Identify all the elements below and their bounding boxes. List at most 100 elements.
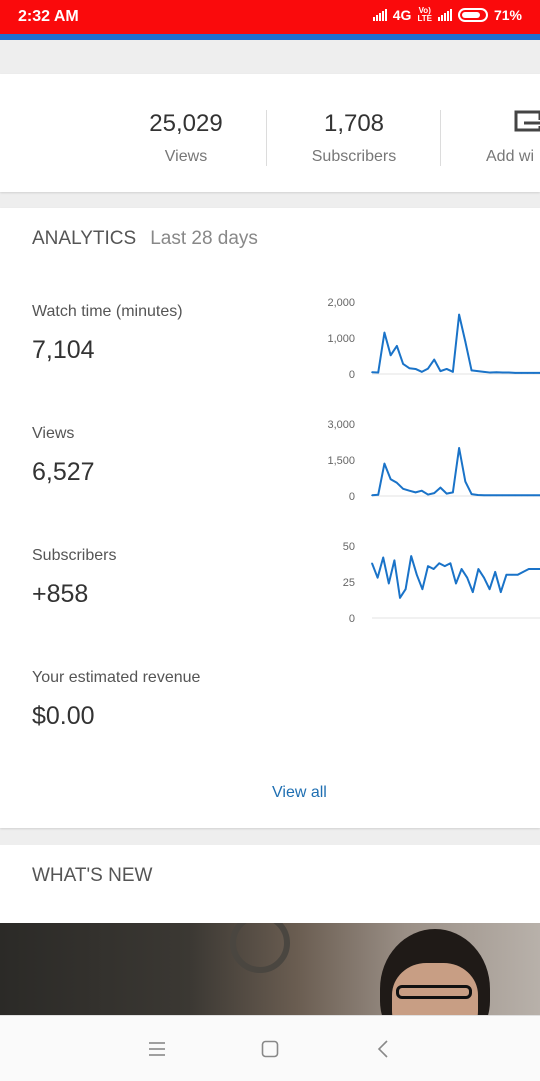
data-point — [460, 568, 463, 570]
watch-time-chart[interactable]: 2,000 1,000 0 — [0, 286, 540, 386]
series-line — [371, 313, 540, 374]
watch-time-label: Watch time (minutes) — [32, 303, 183, 320]
data-point — [464, 480, 467, 483]
data-point — [438, 562, 441, 565]
data-point — [388, 582, 390, 585]
data-point — [444, 565, 446, 567]
data-point — [489, 371, 492, 374]
data-point — [432, 568, 435, 570]
data-point — [396, 345, 398, 347]
views-value: 6,527 — [32, 458, 95, 486]
home-icon — [261, 1040, 279, 1058]
volte-icon: Vo) LTE — [417, 7, 432, 23]
data-point — [458, 447, 460, 449]
data-point — [501, 371, 504, 374]
y-tick-label: 0 — [349, 369, 355, 381]
data-point — [500, 591, 502, 593]
recents-button[interactable] — [142, 1034, 172, 1064]
y-tick-label: 0 — [349, 491, 355, 503]
volte-label: Vo) — [418, 6, 431, 15]
data-point — [520, 494, 523, 497]
y-tick-label: 25 — [343, 577, 355, 589]
data-point — [421, 588, 424, 590]
y-tick-label: 2,000 — [327, 297, 355, 309]
subscribers-chart[interactable]: 50 25 0 — [0, 530, 540, 630]
data-point — [483, 371, 485, 373]
data-point — [433, 358, 436, 361]
back-button[interactable] — [368, 1034, 398, 1064]
data-point — [399, 597, 401, 599]
total-views-stat: 25,029 Views — [100, 74, 272, 192]
data-point — [522, 571, 524, 573]
subscribers-value: +858 — [32, 580, 89, 608]
data-point — [511, 574, 513, 576]
data-point — [508, 371, 510, 374]
data-point — [466, 576, 469, 579]
network-type: 4G — [392, 7, 412, 23]
lte-label: LTE — [417, 14, 432, 23]
data-point — [408, 367, 411, 370]
watch-time-value: 7,104 — [32, 336, 95, 364]
data-point — [383, 462, 386, 465]
total-subscribers-stat: 1,708 Subscribers — [268, 74, 440, 192]
data-point — [427, 367, 429, 370]
data-point — [452, 371, 454, 373]
data-point — [488, 588, 491, 590]
battery-percent: 71% — [493, 7, 522, 23]
data-point — [439, 370, 442, 372]
status-time: 2:32 AM — [18, 8, 79, 25]
data-point — [514, 494, 516, 497]
data-point — [520, 372, 523, 374]
data-point — [389, 354, 392, 357]
data-point — [526, 372, 529, 374]
data-point — [483, 494, 485, 497]
data-point — [414, 491, 417, 494]
data-point — [470, 369, 473, 372]
analytics-title: ANALYTICS — [32, 228, 137, 249]
subscribers-label: Subscribers — [32, 547, 117, 564]
data-point — [476, 494, 479, 496]
data-point — [371, 371, 373, 373]
analytics-card: ANALYTICS Last 28 days Watch time (minute… — [0, 208, 540, 828]
data-point — [476, 370, 479, 372]
data-point — [396, 482, 398, 484]
signal-icon-2 — [437, 9, 452, 21]
data-point — [427, 493, 429, 496]
data-point — [371, 494, 373, 497]
data-point — [420, 489, 423, 492]
whats-new-thumbnail[interactable] — [0, 923, 540, 1015]
data-point — [472, 591, 474, 593]
data-point — [494, 571, 497, 573]
data-point — [383, 331, 386, 334]
data-point — [528, 568, 530, 570]
views-chart[interactable]: 3,000 1,500 0 — [0, 408, 540, 508]
data-point — [408, 489, 411, 492]
data-point — [501, 494, 504, 497]
battery-icon — [457, 8, 488, 22]
system-nav-bar — [0, 1015, 540, 1081]
film-reel-graphic — [230, 923, 290, 973]
data-point — [371, 562, 373, 565]
add-widget-icon — [514, 110, 540, 132]
add-widget-button[interactable]: Add wi — [472, 74, 540, 192]
total-subscribers-label: Subscribers — [311, 148, 397, 165]
y-tick-label: 0 — [349, 613, 355, 625]
analytics-period: Last 28 days — [150, 228, 258, 249]
data-point — [508, 494, 510, 497]
data-point — [464, 340, 467, 343]
total-views-label: Views — [164, 148, 208, 165]
add-widget-label: Add wi — [486, 148, 535, 165]
y-tick-label: 1,000 — [327, 333, 355, 345]
data-point — [516, 574, 519, 576]
data-point — [439, 486, 442, 489]
data-point — [483, 576, 485, 579]
data-point — [514, 372, 516, 374]
presenter-glasses — [396, 985, 472, 999]
home-button[interactable] — [255, 1034, 285, 1064]
data-point — [455, 582, 457, 585]
view-all-link[interactable]: View all — [272, 784, 327, 801]
analytics-header: ANALYTICS Last 28 days — [32, 228, 258, 250]
status-icons: 4G Vo) LTE 71% — [372, 7, 522, 23]
views-label: Views — [32, 425, 75, 442]
data-point — [410, 555, 413, 557]
